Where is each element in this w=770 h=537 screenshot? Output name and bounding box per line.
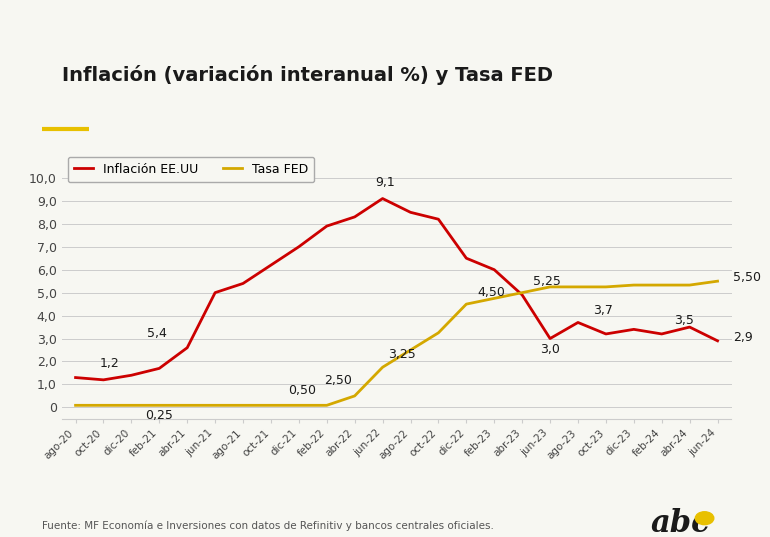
Text: 1,2: 1,2 bbox=[99, 357, 119, 370]
Text: 0,50: 0,50 bbox=[288, 384, 316, 397]
Text: 3,0: 3,0 bbox=[540, 344, 560, 357]
Text: 4,50: 4,50 bbox=[477, 286, 505, 299]
Text: 2,50: 2,50 bbox=[324, 374, 352, 387]
Text: abc: abc bbox=[651, 507, 711, 537]
Text: Fuente: MF Economía e Inversiones con datos de Refinitiv y bancos centrales ofic: Fuente: MF Economía e Inversiones con da… bbox=[42, 520, 494, 531]
Text: 9,1: 9,1 bbox=[376, 176, 395, 189]
Text: 5,50: 5,50 bbox=[733, 271, 761, 284]
Text: Inflación (variación interanual %) y Tasa FED: Inflación (variación interanual %) y Tas… bbox=[62, 65, 553, 85]
Text: 5,4: 5,4 bbox=[146, 328, 166, 340]
Text: 3,7: 3,7 bbox=[593, 304, 613, 317]
Text: 5,25: 5,25 bbox=[534, 274, 561, 288]
Text: 3,25: 3,25 bbox=[388, 348, 416, 361]
Text: 0,25: 0,25 bbox=[146, 409, 173, 422]
Text: 2,9: 2,9 bbox=[733, 331, 752, 344]
Text: 3,5: 3,5 bbox=[674, 314, 694, 326]
Legend: Inflación EE.UU, Tasa FED: Inflación EE.UU, Tasa FED bbox=[68, 157, 314, 182]
